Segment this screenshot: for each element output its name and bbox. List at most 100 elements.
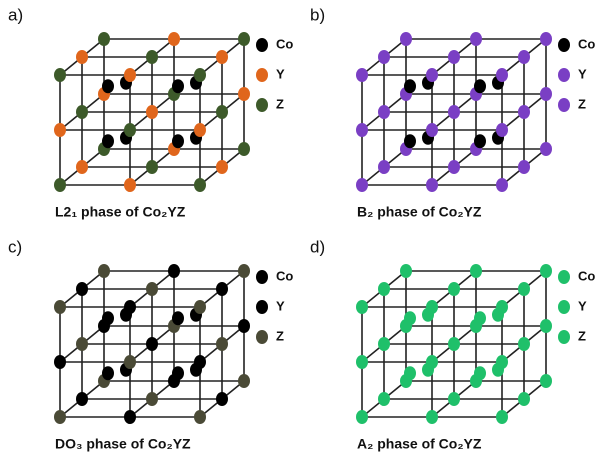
atom <box>404 311 416 325</box>
atom <box>146 50 158 64</box>
atom <box>378 160 390 174</box>
atom <box>194 300 206 314</box>
legend-marker <box>558 330 570 344</box>
atom <box>146 105 158 119</box>
atom <box>356 178 368 192</box>
legend-marker <box>256 68 268 82</box>
panel-label: c) <box>8 237 22 256</box>
atom <box>540 319 552 333</box>
atom <box>404 134 416 148</box>
atom <box>518 50 530 64</box>
atom <box>172 366 184 380</box>
panel-caption: A₂ phase of Co₂YZ <box>357 436 482 452</box>
legend-marker <box>558 68 570 82</box>
atom <box>98 264 110 278</box>
atom <box>518 160 530 174</box>
legend-label: Co <box>276 36 293 51</box>
atom <box>238 32 250 46</box>
atom <box>448 337 460 351</box>
atom <box>102 79 114 93</box>
legend-marker <box>256 330 268 344</box>
atom <box>404 366 416 380</box>
legend-marker <box>558 270 570 284</box>
legend-label: Y <box>578 66 587 81</box>
atom <box>98 32 110 46</box>
panel-label: a) <box>8 5 23 24</box>
atom <box>448 105 460 119</box>
atom <box>216 392 228 406</box>
atom <box>426 355 438 369</box>
atom <box>448 392 460 406</box>
legend-label: Z <box>578 328 586 343</box>
atom <box>76 282 88 296</box>
atom <box>238 87 250 101</box>
atom <box>356 300 368 314</box>
atom <box>76 50 88 64</box>
atom <box>496 355 508 369</box>
atom <box>124 123 136 137</box>
atom <box>238 142 250 156</box>
legend-label: Co <box>578 268 595 283</box>
legend-marker <box>256 300 268 314</box>
atom <box>238 374 250 388</box>
atom <box>496 123 508 137</box>
atom <box>194 410 206 424</box>
legend-marker <box>256 98 268 112</box>
atom <box>194 355 206 369</box>
atom <box>540 32 552 46</box>
atom <box>54 410 66 424</box>
atom <box>146 392 158 406</box>
atom <box>238 319 250 333</box>
atom <box>518 105 530 119</box>
atom <box>172 79 184 93</box>
atom <box>146 337 158 351</box>
atom <box>76 105 88 119</box>
atom <box>470 32 482 46</box>
atom <box>54 68 66 82</box>
atom <box>356 68 368 82</box>
atom <box>76 337 88 351</box>
legend-label: Co <box>276 268 293 283</box>
legend-label: Z <box>276 328 284 343</box>
atom <box>496 178 508 192</box>
atom <box>216 337 228 351</box>
atom <box>540 374 552 388</box>
atom <box>194 123 206 137</box>
atom <box>124 410 136 424</box>
atom <box>356 410 368 424</box>
atom <box>518 337 530 351</box>
atom <box>378 337 390 351</box>
atom <box>474 311 486 325</box>
atom <box>378 50 390 64</box>
atom <box>540 142 552 156</box>
atom <box>356 355 368 369</box>
legend-label: Y <box>276 298 285 313</box>
atom <box>426 68 438 82</box>
atom <box>54 300 66 314</box>
atom <box>238 264 250 278</box>
atom <box>426 410 438 424</box>
atom <box>76 160 88 174</box>
atom <box>378 392 390 406</box>
legend-label: Y <box>578 298 587 313</box>
atom <box>496 68 508 82</box>
legend-marker <box>558 98 570 112</box>
atom <box>400 264 412 278</box>
atom <box>356 123 368 137</box>
atom <box>378 282 390 296</box>
atom <box>474 366 486 380</box>
atom <box>518 282 530 296</box>
atom <box>216 105 228 119</box>
atom <box>194 178 206 192</box>
atom <box>172 134 184 148</box>
atom <box>540 87 552 101</box>
legend-marker <box>256 270 268 284</box>
atom <box>496 410 508 424</box>
atom <box>76 392 88 406</box>
legend-label: Co <box>578 36 595 51</box>
atom <box>102 311 114 325</box>
